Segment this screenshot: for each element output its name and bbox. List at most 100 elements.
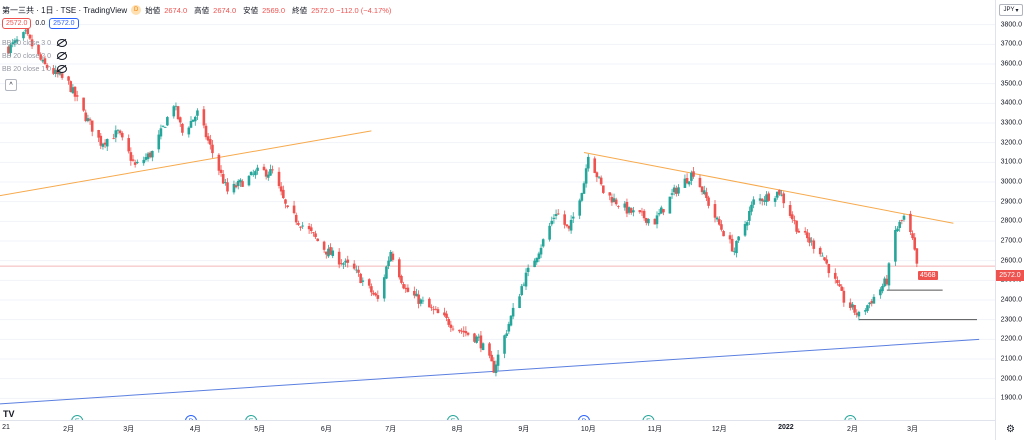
candle-down [608,192,612,196]
candle-down [324,251,328,255]
candle-up [548,225,551,240]
candle-down [617,206,620,207]
event-marker[interactable]: E [71,415,84,421]
candle-down [286,205,289,208]
candle-down [75,95,79,97]
candle-down [791,214,794,220]
indicator-label: BB 20 close 3 0 [2,39,52,47]
candle-down [282,189,285,199]
eye-hidden-icon[interactable] [57,65,68,73]
candle-down [84,112,88,122]
candle-up [193,116,197,122]
candle-down [131,159,135,161]
candle-down [685,178,689,184]
price-axis[interactable]: JPY ▾ 1900.0 2000.0 2100.0 2200.0 2300.0 2400… [995,0,1024,440]
candle-down [833,272,837,279]
candle-up [477,336,481,338]
candle-up [894,230,897,262]
currency-label: JPY [1003,7,1015,13]
candle-up [101,143,105,147]
eye-hidden-icon[interactable] [57,39,68,47]
candle-up [524,272,528,287]
event-marker[interactable]: D [578,415,590,421]
event-marker-circle [578,415,590,420]
event-marker[interactable]: E [642,415,655,421]
eye-hidden-icon[interactable] [57,52,68,60]
candle-down [322,241,326,250]
candle-down [406,287,410,292]
collapse-legend-button[interactable]: ^ [5,79,17,91]
candle-down [432,309,435,311]
time-axis[interactable]: 21 2月 3月 4月 5月 6月 7月 8月 9月 10月 11月 12月 2022 2月 3月 [0,420,995,441]
price-chart[interactable]: E D E E D E E [0,0,995,420]
candle-down [279,186,283,192]
price-tick-label: 2800.0 [1000,217,1022,225]
candle-up [251,173,255,175]
candle-down [202,109,206,126]
indicator-bb-1[interactable]: BB 20 close 1 0 [2,64,68,74]
candle-down [913,237,917,250]
time-tick-label: 7月 [385,426,397,433]
indicator-bb-3[interactable]: BB 20 close 3 0 [2,38,68,48]
candle-up [419,299,423,304]
tradingview-logo[interactable]: TV [3,409,15,419]
candle-down [797,230,801,233]
candle-down [299,226,302,228]
candle-up [887,263,891,286]
candle-down [638,210,642,213]
candle-up [41,59,45,62]
candle-down [337,251,341,265]
candle-up [872,296,876,304]
candle-up [668,196,672,214]
candle-up [660,207,663,214]
symbol-title[interactable]: 第一三共 · 1日 · TSE · TradingView [2,5,128,15]
candle-up [765,194,768,202]
candle-up [582,183,586,194]
time-tick-label: 2月 [846,426,858,433]
candle-down [241,181,244,187]
candle-up [677,187,680,194]
event-marker[interactable]: E [447,415,459,421]
candle-down [181,123,184,133]
candle-up [151,150,154,158]
candle-down [488,343,491,356]
candle-up [687,181,691,185]
indicator-bb-2[interactable]: BB 20 close 2 0 [2,51,68,61]
candle-up [382,277,386,299]
candle-down [129,152,133,161]
candle-up [743,224,747,236]
candle-down [309,227,313,231]
plot-area[interactable]: E D E E D E E 第一三共 · 1日 · TSE · TradingView D … [0,0,995,420]
candle-up [690,172,693,181]
candle-up [857,311,861,317]
candle-down [782,193,786,204]
open-label: 始値 [145,5,161,15]
time-tick-label: 2022 [778,424,794,431]
buy-price-pill[interactable]: 2572.0 [49,18,79,29]
candle-down [825,259,828,264]
candle-down [314,233,317,238]
spread-value: 0.0 [35,20,46,27]
candle-up [327,248,330,257]
candle-down [722,231,725,237]
candle-down [728,235,732,240]
indicator-label: BB 20 close 1 0 [2,65,52,73]
gear-icon[interactable]: ⚙ [1006,424,1015,435]
low-value: 2569.0 [262,5,286,15]
event-markers[interactable]: EDEEDEE [71,415,857,421]
trend-drawings[interactable] [0,130,980,408]
event-marker[interactable]: D [185,415,197,421]
event-marker[interactable]: E [245,415,258,421]
event-marker[interactable]: E [844,415,857,421]
candle-up [249,171,253,176]
price-tick-label: 2100.0 [1000,355,1022,363]
sell-price-pill[interactable]: 2572.0 [2,18,32,29]
candle-down [492,360,496,373]
event-marker-label: E [848,419,853,421]
candle-down [870,301,874,304]
candle-down [264,169,268,177]
grid-lines [0,24,995,399]
candle-up [810,240,813,242]
candle-down [853,305,856,313]
currency-button[interactable]: JPY ▾ [999,4,1023,16]
